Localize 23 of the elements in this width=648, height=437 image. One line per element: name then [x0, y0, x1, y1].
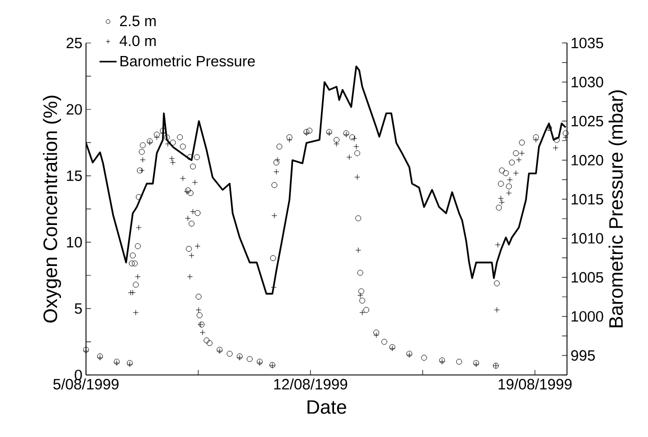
y-tick-label: 15 [67, 170, 82, 181]
y2-tick-label: 1030 [572, 76, 604, 88]
y2-tick-label: 1005 [572, 272, 604, 283]
y-tick-label: 5 [74, 303, 82, 314]
x-tick-label: 19/08/1999 [498, 378, 572, 390]
y2-axis-title: Barometric Pressure (mbar) [608, 90, 627, 328]
y-tick-label: 10 [67, 236, 82, 248]
y2-tick-label: 1025 [572, 116, 604, 126]
legend-label: 4.0 m [120, 36, 156, 46]
y2-tick-label: 995 [571, 350, 595, 361]
y-axis-title: Oxygen Concentration (%) [42, 96, 62, 323]
y2-tick-label: 1015 [572, 194, 604, 205]
x-tick-label: 5/08/1999 [53, 378, 119, 390]
y2-tick-label: 1000 [572, 311, 604, 322]
x-tick-label: 12/08/1999 [274, 378, 348, 390]
legend-label: Barometric Pressure [120, 55, 255, 66]
y2-tick-label: 1010 [572, 232, 604, 244]
y-tick-label: 20 [66, 104, 82, 115]
y-tick-label: 25 [66, 38, 82, 48]
x-axis-title: Date [308, 400, 346, 414]
y2-tick-label: 1020 [572, 154, 604, 166]
y2-tick-label: 1035 [572, 38, 604, 48]
legend-label: 2.5 m [120, 16, 156, 26]
